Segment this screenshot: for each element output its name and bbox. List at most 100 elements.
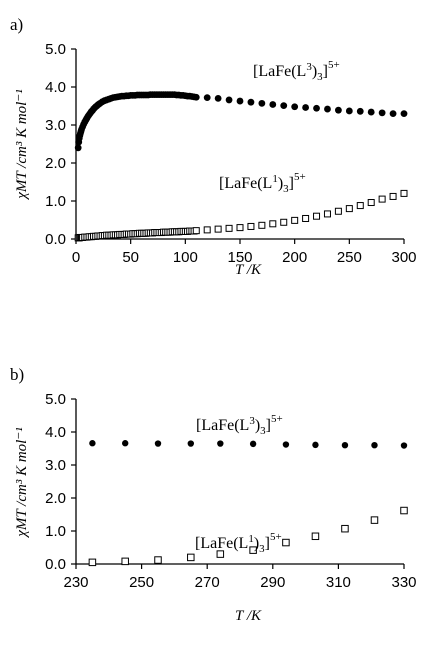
data-point [400,506,408,515]
data-point [216,550,225,558]
series-label-main: [LaFe(L [219,175,272,192]
data-point [249,546,257,554]
series-label-charge: 5+ [294,171,306,183]
x-tick-label: 300 [391,249,416,266]
series-label-charge: 5+ [271,413,283,425]
data-point [269,101,277,108]
y-tick-label: 2.0 [45,490,66,507]
data-point [187,440,194,447]
data-point [280,218,288,226]
series-label-superscript: 1 [272,173,278,185]
data-point [400,442,408,449]
series-label-subscript: 3 [260,425,266,437]
series-la-fe-l1: [LaFe(L1)3]5+ [74,171,408,242]
data-point [236,97,244,105]
y-tick-label: 1.0 [45,523,66,540]
series-label-superscript: 3 [249,415,255,427]
y-tick-label: 2.0 [45,155,66,172]
series-label-charge: 5+ [328,59,340,71]
data-point [323,210,331,218]
data-point [313,104,320,112]
data-point [356,202,364,210]
series-label-subscript: 3 [283,183,289,195]
series-label-subscript: 3 [259,543,265,555]
series-label-mid: ) [255,417,260,434]
x-tick-label: 230 [63,574,88,591]
chart-panel-a: a) 0 50 100 150 200 250 300 0.0 1.0 2.0 3.0 4.0 5.0 T … [10,15,417,278]
data-point [389,110,397,117]
x-tick-label: 270 [195,574,220,591]
x-tick-label: 330 [391,574,416,591]
series-label: [LaFe(L3)3]5+ [196,413,283,437]
data-point [236,224,244,232]
data-point [302,214,310,222]
data-point [88,558,97,567]
data-point [187,553,195,562]
data-point [345,205,353,213]
series-la-fe-l3: [LaFe(L3)3]5+ [74,59,408,152]
y-tick-label: 4.0 [45,79,66,96]
data-point [311,532,320,541]
series-label-end: ] [323,63,328,80]
series-label-superscript: 1 [248,533,254,545]
series-label-main: [LaFe(L [195,535,248,552]
data-point [217,440,224,447]
data-point [154,440,162,447]
data-point [378,195,386,203]
data-point [341,442,349,449]
data-point [214,95,222,102]
y-tick-label: 5.0 [45,391,66,408]
data-point [203,94,211,102]
data-point [258,221,266,229]
series-la-fe-l1: [LaFe(L1)3]5+ [88,506,408,567]
y-tick-label: 0.0 [45,556,66,573]
data-point [282,441,290,448]
series-label: [LaFe(L1)3]5+ [195,531,282,555]
data-point [334,207,342,215]
data-point [122,440,129,447]
y-tick-label: 4.0 [45,424,66,441]
series-label-mid: ) [312,63,317,80]
y-tick-label: 1.0 [45,193,66,210]
data-point [389,192,397,200]
panel-label: b) [10,365,24,384]
data-point [74,144,82,152]
panel-label: a) [10,15,23,34]
x-tick-label: 250 [129,574,154,591]
series-la-fe-l3: [LaFe(L3)3]5+ [89,413,408,449]
y-tick-label: 5.0 [45,41,66,58]
series-label-mid: ) [254,535,259,552]
x-axis-title: T /K [235,262,262,278]
data-point [89,440,96,447]
data-point [313,212,321,220]
data-point [225,96,233,104]
data-point [312,441,319,449]
series-label-mid: ) [278,175,283,192]
data-point [324,105,331,113]
data-point [247,98,255,106]
data-point [345,107,353,115]
data-point [225,224,233,232]
data-point [291,216,299,224]
data-point [214,225,222,233]
series-label-main: [LaFe(L [253,63,306,80]
data-point [192,227,200,235]
y-axis-title: χMT /cm³ K mol⁻¹ [14,89,30,201]
series-label-end: ] [266,417,271,434]
data-point [258,99,266,107]
x-tick-label: 290 [260,574,285,591]
data-point [269,220,277,228]
series-label-superscript: 3 [306,61,312,73]
y-axis-title: χMT /cm³ K mol⁻¹ [14,427,30,539]
y-tick-label: 3.0 [45,457,66,474]
data-point [370,516,379,524]
data-point [378,109,386,117]
x-tick-label: 150 [227,249,252,266]
series-label-end: ] [265,535,270,552]
data-point [335,106,342,114]
series-label-charge: 5+ [270,531,282,543]
x-axis-title: T /K [235,608,262,624]
data-point [121,557,129,566]
